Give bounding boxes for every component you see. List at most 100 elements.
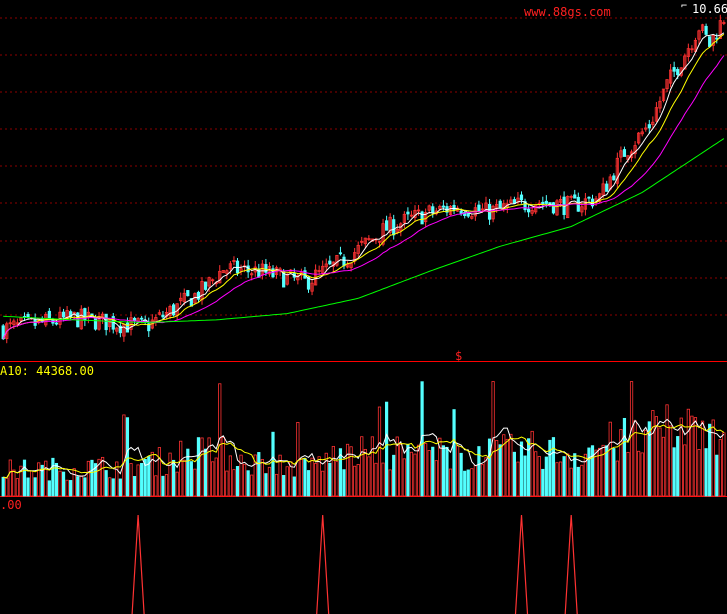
volume-bar-up	[693, 417, 698, 497]
candle-up	[424, 212, 428, 223]
candle-up	[79, 308, 83, 330]
candle-down	[384, 220, 389, 231]
candle-down	[498, 200, 502, 208]
dollar-marker: $	[455, 349, 463, 363]
peak-price-label: 10.66	[692, 2, 727, 16]
volume-bar-up	[424, 443, 428, 497]
volume-bar-up	[108, 477, 112, 497]
candle-down	[196, 291, 201, 300]
volume-bar-up	[534, 451, 538, 497]
volume-bar-up	[321, 470, 325, 497]
volume-bar-down	[203, 448, 208, 497]
volume-bar-down	[161, 475, 165, 497]
volume-bar-up	[278, 454, 282, 497]
volume-bar-down	[118, 478, 122, 497]
volume-bar-down	[498, 444, 502, 497]
volume-bar-down	[463, 470, 467, 497]
candle-down	[271, 268, 275, 278]
volume-bar-down	[647, 421, 651, 497]
candle-down	[715, 37, 719, 40]
volume-bar-up	[637, 450, 641, 497]
candle-up	[115, 327, 119, 332]
volume-bar-up	[640, 452, 644, 497]
candle-up	[157, 312, 161, 315]
volume-bar-down	[551, 437, 556, 497]
candle-up	[211, 279, 215, 282]
candle-up	[363, 237, 367, 245]
candle-down	[551, 202, 556, 214]
candle-down	[544, 200, 548, 204]
candle-down	[452, 204, 456, 211]
candle-down	[431, 206, 435, 214]
volume-bar-up	[353, 465, 357, 497]
candle-down	[612, 175, 616, 181]
volume-bar-down	[235, 466, 240, 497]
volume-bar-up	[555, 462, 559, 497]
volume-bar-down	[33, 477, 37, 497]
volume-bar-up	[79, 475, 83, 497]
volume-bar-up	[669, 425, 673, 497]
candle-up	[711, 34, 715, 46]
volume-bar-up	[349, 446, 353, 497]
candle-up	[619, 150, 623, 158]
candle-up	[360, 240, 364, 243]
signal-value-label: .00	[0, 498, 22, 512]
volume-bar-up	[509, 433, 513, 497]
volume-bar-up	[665, 404, 669, 497]
volume-bar-down	[47, 480, 51, 497]
volume-bar-up	[335, 461, 339, 497]
candle-up	[168, 305, 172, 317]
volume-bar-down	[431, 446, 435, 497]
volume-bar-up	[413, 453, 417, 497]
volume-bar-down	[246, 470, 250, 497]
volume-bar-up	[601, 444, 605, 497]
candle-down	[186, 290, 190, 297]
volume-bar-down	[54, 462, 59, 497]
candle-up	[491, 205, 495, 220]
volume-bar-up	[399, 444, 403, 497]
volume-bar-up	[242, 463, 247, 497]
volume-bar-up	[299, 458, 304, 497]
volume-bar-down	[541, 468, 545, 497]
volume-bar-down	[441, 445, 446, 497]
volume-bar-down	[282, 475, 286, 497]
candle-down	[1, 325, 5, 340]
volume-bar-down	[257, 452, 261, 497]
volume-bar-up	[331, 445, 335, 497]
volume-bar-up	[516, 461, 520, 497]
volume-bar-down	[562, 456, 566, 497]
candle-up	[228, 263, 232, 270]
candle-down	[527, 208, 531, 213]
volume-bar-down	[328, 462, 332, 497]
volume-bar-up	[214, 457, 218, 497]
volume-bar-up	[484, 457, 488, 497]
signal-panel	[131, 514, 578, 614]
volume-bar-up	[619, 429, 623, 497]
volume-bar-up	[654, 416, 659, 497]
volume-bar-down	[303, 457, 307, 497]
candle-down	[622, 149, 627, 157]
volume-bar-up	[150, 451, 154, 497]
candle-up	[669, 69, 673, 84]
volume-bar-up	[644, 429, 648, 497]
candle-up	[182, 292, 186, 303]
volume-bar-up	[211, 461, 215, 497]
volume-bar-up	[470, 468, 474, 497]
volume-bar-up	[409, 451, 414, 497]
volume-ma-label: A10: 44368.00	[0, 364, 94, 378]
volume-bar-up	[502, 434, 506, 497]
volume-bar-up	[686, 408, 690, 497]
volume-bar-up	[221, 437, 225, 497]
volume-bar-down	[93, 463, 98, 497]
volume-bar-up	[651, 410, 655, 497]
candle-up	[633, 145, 637, 155]
volume-bar-up	[356, 464, 360, 497]
candle-down	[328, 260, 332, 265]
volume-bar-down	[111, 478, 115, 497]
candle-up	[12, 320, 16, 325]
volume-bar-up	[629, 381, 634, 497]
volume-bar-up	[200, 437, 204, 497]
volume-bar-up	[690, 415, 694, 497]
volume-bar-down	[573, 453, 577, 497]
volume-bar-up	[608, 421, 612, 497]
